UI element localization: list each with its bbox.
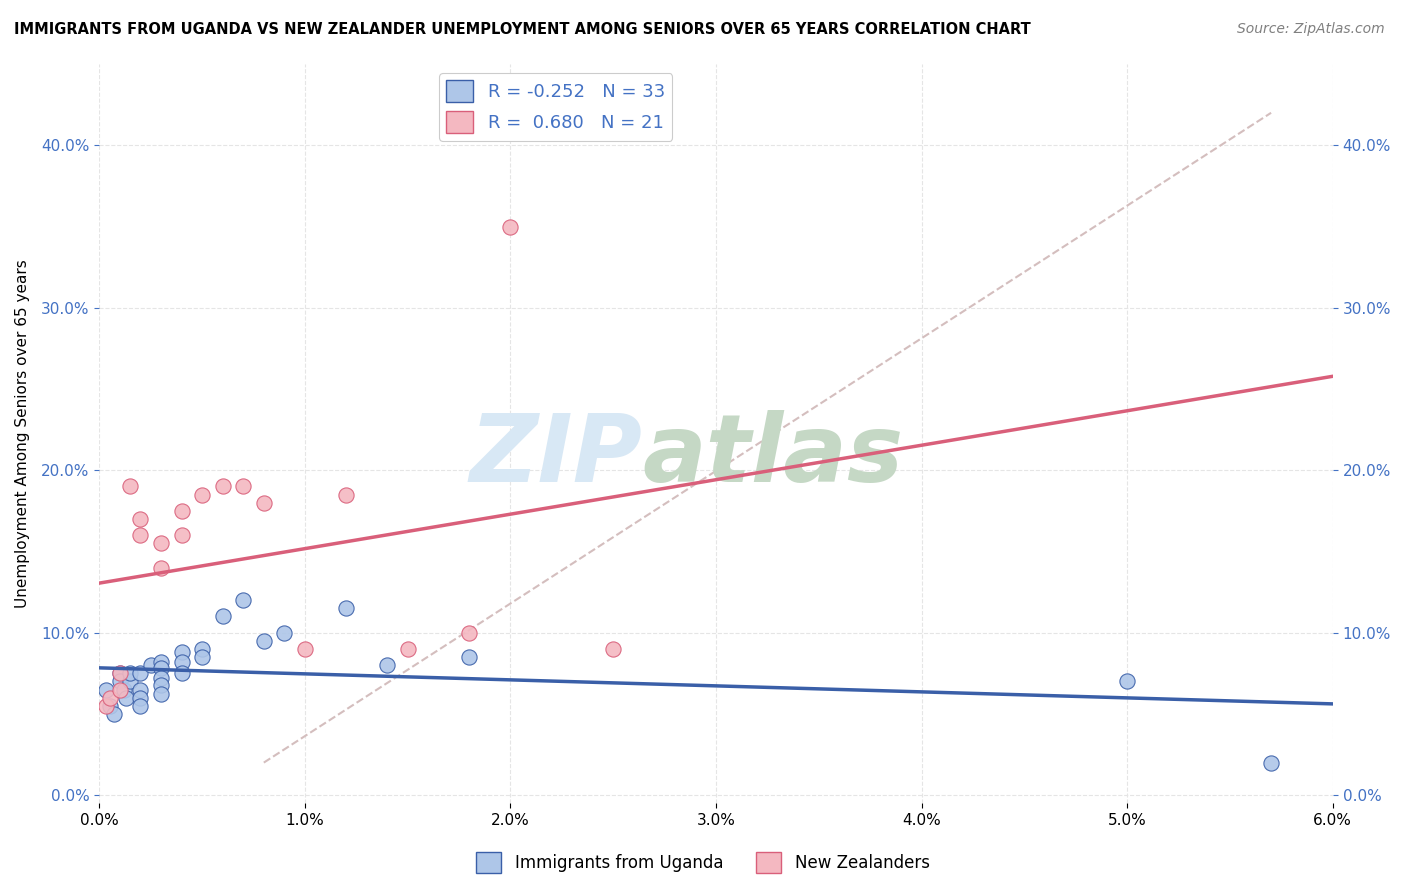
- Point: [139, 658, 162, 673]
- Point: [150, 661, 173, 675]
- Point: [170, 528, 193, 542]
- Text: IMMIGRANTS FROM UGANDA VS NEW ZEALANDER UNEMPLOYMENT AMONG SENIORS OVER 65 YEARS: IMMIGRANTS FROM UGANDA VS NEW ZEALANDER …: [14, 22, 1031, 37]
- Point: [191, 650, 214, 665]
- Point: [120, 674, 142, 689]
- Point: [108, 666, 131, 681]
- Point: [94, 682, 117, 697]
- Point: [170, 666, 193, 681]
- Point: [253, 496, 276, 510]
- Point: [129, 690, 152, 705]
- Point: [335, 601, 357, 615]
- Point: [232, 593, 254, 607]
- Point: [120, 666, 142, 681]
- Point: [150, 678, 173, 692]
- Point: [108, 666, 131, 681]
- Point: [150, 655, 173, 669]
- Point: [1116, 674, 1139, 689]
- Text: ZIP: ZIP: [470, 409, 643, 502]
- Point: [232, 479, 254, 493]
- Point: [112, 682, 135, 697]
- Point: [170, 645, 193, 659]
- Point: [115, 690, 138, 705]
- Point: [103, 706, 125, 721]
- Point: [98, 690, 121, 705]
- Point: [129, 698, 152, 713]
- Point: [499, 219, 522, 234]
- Point: [191, 641, 214, 656]
- Text: Source: ZipAtlas.com: Source: ZipAtlas.com: [1237, 22, 1385, 37]
- Point: [211, 479, 233, 493]
- Point: [253, 633, 276, 648]
- Point: [120, 479, 142, 493]
- Point: [108, 674, 131, 689]
- Point: [602, 641, 624, 656]
- Y-axis label: Unemployment Among Seniors over 65 years: Unemployment Among Seniors over 65 years: [15, 260, 30, 608]
- Point: [108, 682, 131, 697]
- Point: [458, 650, 481, 665]
- Point: [273, 625, 295, 640]
- Point: [211, 609, 233, 624]
- Point: [396, 641, 419, 656]
- Point: [150, 560, 173, 574]
- Legend: R = -0.252   N = 33, R =  0.680   N = 21: R = -0.252 N = 33, R = 0.680 N = 21: [439, 73, 672, 141]
- Point: [129, 666, 152, 681]
- Point: [170, 504, 193, 518]
- Text: atlas: atlas: [643, 409, 903, 502]
- Point: [170, 655, 193, 669]
- Point: [191, 487, 214, 501]
- Point: [1260, 756, 1282, 770]
- Point: [335, 487, 357, 501]
- Point: [129, 528, 152, 542]
- Point: [98, 698, 121, 713]
- Point: [294, 641, 316, 656]
- Point: [150, 687, 173, 701]
- Point: [375, 658, 398, 673]
- Point: [129, 682, 152, 697]
- Point: [150, 671, 173, 685]
- Point: [129, 512, 152, 526]
- Point: [150, 536, 173, 550]
- Point: [458, 625, 481, 640]
- Point: [94, 698, 117, 713]
- Legend: Immigrants from Uganda, New Zealanders: Immigrants from Uganda, New Zealanders: [470, 846, 936, 880]
